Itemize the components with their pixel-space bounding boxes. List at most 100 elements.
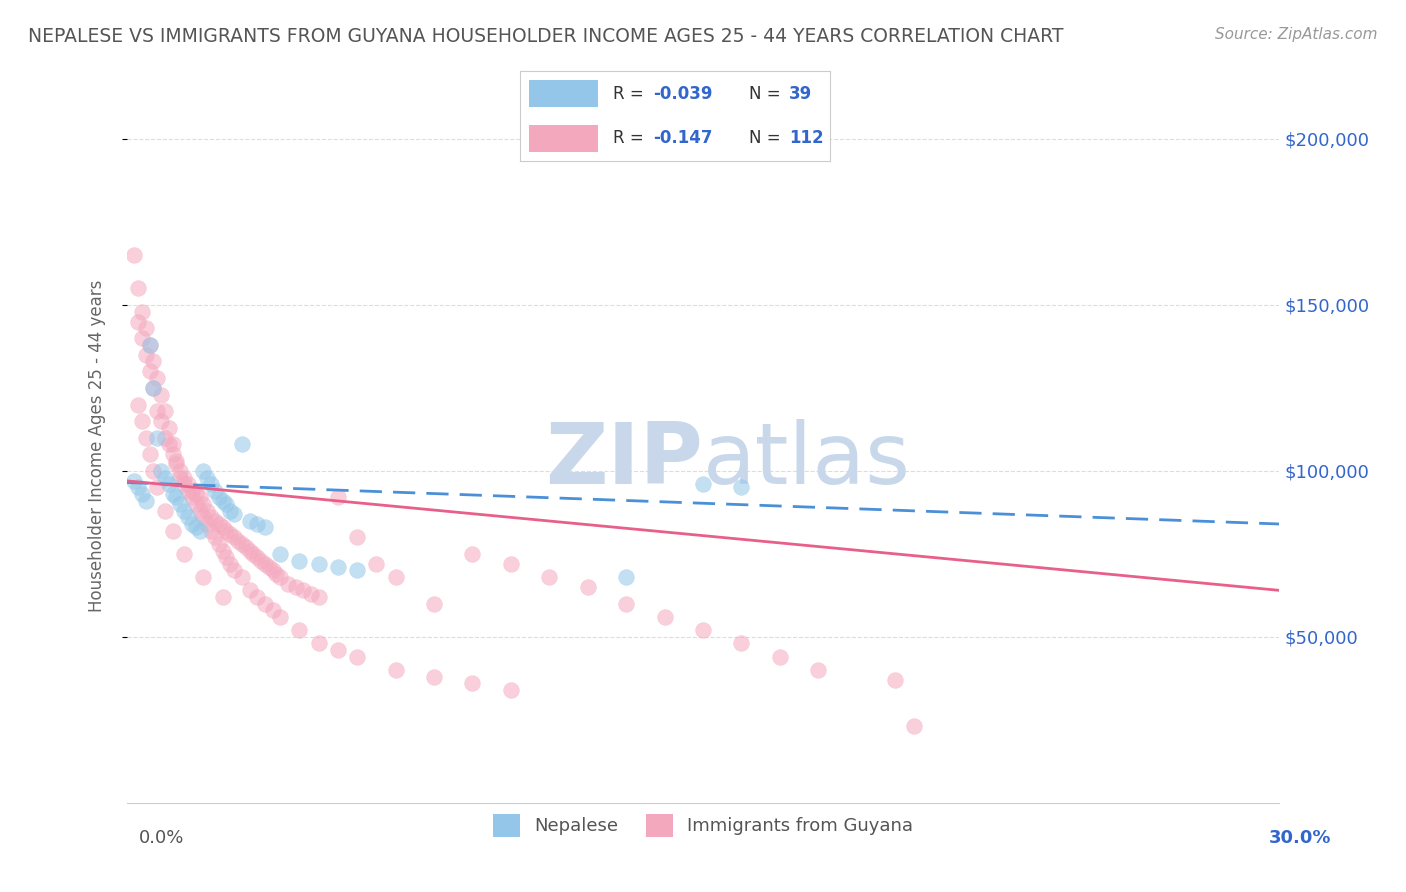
Point [173,547,195,561]
Point [188,491,211,505]
Point [692,624,714,638]
Text: atlas: atlas [703,418,911,502]
Point [200,510,222,524]
Point [292,583,315,598]
Point [242,547,264,561]
Point [235,540,257,554]
Point [162,487,184,501]
Point [127,397,149,411]
Point [135,348,157,362]
Point [127,481,149,495]
Point [769,649,792,664]
Point [224,507,246,521]
Point [204,514,226,528]
Point [253,557,276,571]
Point [262,564,284,578]
Point [461,676,484,690]
Point [195,516,218,531]
Point [346,649,368,664]
Point [461,547,484,561]
Point [423,670,446,684]
Point [269,547,291,561]
Point [224,530,246,544]
Bar [530,125,598,152]
Point [169,497,191,511]
Point [153,431,176,445]
Point [257,560,280,574]
Point [366,557,388,571]
Text: Source: ZipAtlas.com: Source: ZipAtlas.com [1215,27,1378,42]
Point [231,537,253,551]
Point [162,524,184,538]
Point [238,514,260,528]
Point [193,464,215,478]
Point [308,557,330,571]
Point [262,603,284,617]
Point [135,431,157,445]
Point [169,464,191,478]
Point [142,381,165,395]
Point [384,570,406,584]
Text: NEPALESE VS IMMIGRANTS FROM GUYANA HOUSEHOLDER INCOME AGES 25 - 44 YEARS CORRELA: NEPALESE VS IMMIGRANTS FROM GUYANA HOUSE… [28,27,1063,45]
Point [219,557,242,571]
Point [180,483,202,498]
Text: -0.147: -0.147 [654,129,713,147]
Point [138,447,160,461]
Point [157,421,180,435]
Point [131,331,153,345]
Point [730,636,752,650]
Point [299,587,322,601]
Text: N =: N = [749,129,786,147]
Point [499,557,522,571]
Text: 0.0%: 0.0% [139,829,184,847]
Point [215,550,238,565]
Text: 39: 39 [789,85,813,103]
Point [180,491,202,505]
Point [131,414,153,428]
Point [326,560,349,574]
Point [215,497,238,511]
Point [142,381,165,395]
Point [122,474,145,488]
Point [150,414,173,428]
Point [238,583,260,598]
Point [284,580,307,594]
Point [146,371,169,385]
Text: 112: 112 [789,129,824,147]
Point [127,314,149,328]
Point [195,504,218,518]
Point [177,483,200,498]
Point [188,504,211,518]
Point [253,520,276,534]
Point [200,524,222,538]
Point [884,673,907,687]
Point [166,491,188,505]
Point [288,553,311,567]
Point [277,576,299,591]
Point [122,248,145,262]
Point [150,387,173,401]
Point [269,610,291,624]
Point [384,663,406,677]
Point [169,470,191,484]
Point [231,570,253,584]
Point [131,304,153,318]
Point [614,570,637,584]
Point [253,597,276,611]
Point [138,338,160,352]
Point [499,682,522,697]
Point [193,510,215,524]
Point [146,481,169,495]
Point [231,437,253,451]
Point [211,493,233,508]
Point [246,590,269,604]
Point [138,338,160,352]
Point [692,477,714,491]
Point [180,516,202,531]
Point [208,491,231,505]
Point [146,431,169,445]
Point [184,497,207,511]
Point [246,550,269,565]
Point [200,477,222,491]
Point [193,497,215,511]
